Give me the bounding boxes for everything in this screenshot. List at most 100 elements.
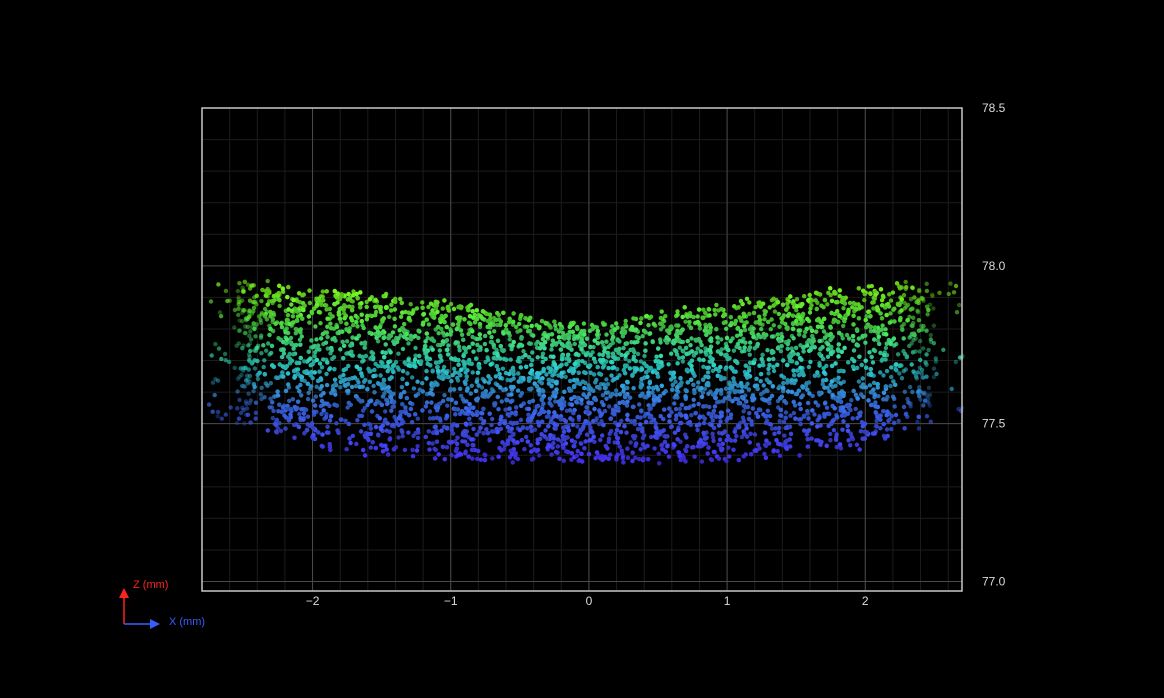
- point: [695, 346, 700, 351]
- point: [507, 435, 513, 440]
- point: [306, 349, 311, 354]
- point: [868, 402, 874, 408]
- point: [504, 441, 510, 446]
- point: [837, 288, 842, 293]
- point: [917, 289, 922, 294]
- point: [764, 438, 769, 443]
- point: [613, 431, 618, 437]
- point: [426, 304, 431, 310]
- point: [675, 395, 680, 400]
- point: [578, 441, 584, 446]
- point: [820, 381, 825, 387]
- point: [346, 377, 352, 382]
- point: [362, 345, 367, 350]
- point: [600, 352, 606, 358]
- point: [352, 375, 357, 380]
- point: [270, 415, 275, 421]
- point: [915, 308, 920, 313]
- point: [251, 300, 256, 305]
- point: [245, 324, 250, 329]
- point: [758, 392, 764, 397]
- point: [538, 346, 543, 351]
- point: [851, 322, 856, 327]
- point: [402, 447, 408, 453]
- point: [641, 456, 646, 461]
- point: [701, 307, 706, 312]
- point: [680, 355, 686, 360]
- point: [429, 336, 435, 341]
- point: [838, 399, 844, 405]
- point: [398, 392, 404, 397]
- point: [325, 360, 330, 365]
- point: [833, 437, 839, 442]
- point: [386, 360, 391, 365]
- point: [487, 330, 492, 335]
- point: [262, 358, 267, 363]
- point: [558, 347, 564, 352]
- point: [444, 332, 450, 337]
- point: [896, 418, 901, 424]
- point: [314, 357, 320, 363]
- point: [891, 379, 896, 384]
- point: [412, 357, 418, 362]
- point: [795, 368, 800, 373]
- point: [254, 345, 259, 351]
- point: [235, 288, 241, 294]
- point: [489, 429, 494, 434]
- point: [684, 415, 689, 420]
- point: [769, 298, 775, 303]
- point: [243, 316, 249, 321]
- point: [758, 304, 763, 309]
- point: [615, 367, 620, 372]
- point: [435, 382, 440, 387]
- point: [714, 414, 719, 419]
- point: [710, 431, 715, 436]
- point: [763, 455, 769, 460]
- point: [805, 411, 810, 416]
- point: [860, 382, 866, 387]
- point: [868, 291, 873, 297]
- point: [791, 368, 796, 373]
- point: [535, 371, 540, 376]
- point: [245, 316, 250, 322]
- point: [924, 374, 929, 379]
- point: [345, 405, 350, 410]
- point: [242, 308, 247, 313]
- point: [296, 424, 302, 430]
- point: [662, 407, 667, 412]
- point: [568, 378, 573, 384]
- point: [696, 380, 701, 385]
- point: [638, 320, 643, 326]
- point: [575, 434, 580, 439]
- point: [605, 446, 610, 451]
- point: [895, 352, 901, 357]
- point: [494, 364, 499, 369]
- point: [398, 296, 403, 302]
- point: [805, 400, 811, 406]
- point: [499, 399, 504, 404]
- point: [515, 388, 521, 393]
- point: [244, 378, 249, 383]
- point: [840, 336, 845, 341]
- point: [327, 366, 333, 371]
- point: [651, 321, 656, 327]
- point: [771, 303, 776, 308]
- point: [785, 378, 790, 383]
- point: [484, 348, 489, 353]
- point: [920, 327, 925, 332]
- point: [777, 338, 782, 344]
- point: [635, 351, 641, 357]
- point: [561, 343, 566, 348]
- point: [874, 424, 880, 429]
- point: [510, 365, 516, 371]
- point: [285, 371, 291, 376]
- point: [693, 350, 699, 356]
- point: [726, 347, 731, 353]
- point: [449, 356, 454, 361]
- point: [881, 373, 886, 378]
- point: [273, 321, 278, 326]
- point: [430, 430, 436, 435]
- point: [426, 322, 432, 327]
